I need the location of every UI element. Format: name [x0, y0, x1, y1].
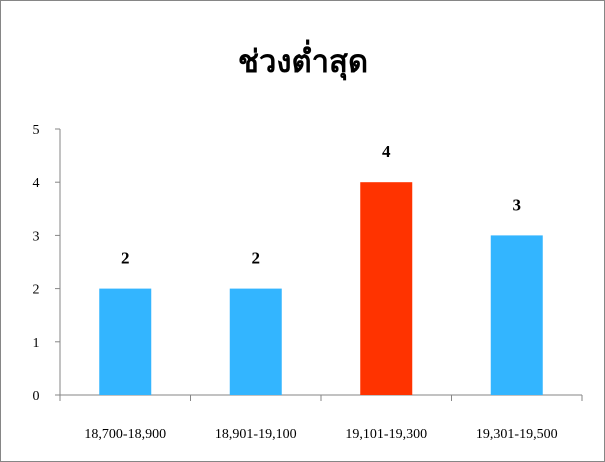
- data-label: 2: [121, 249, 130, 268]
- y-tick-label: 2: [33, 283, 40, 298]
- y-tick-label: 4: [33, 176, 40, 191]
- y-tick-label: 0: [33, 389, 40, 404]
- chart-data-labels: 2 2 4 3: [121, 142, 521, 267]
- chart-title: ช่วงต่ำสุด: [238, 39, 368, 81]
- data-label: 4: [382, 142, 391, 161]
- bar: [490, 235, 543, 395]
- data-label: 3: [513, 195, 522, 214]
- y-tick-label: 3: [33, 229, 40, 244]
- x-tick-label: 19,301-19,500: [476, 427, 558, 442]
- y-tick-label: 5: [33, 123, 40, 138]
- x-tick-label: 18,700-18,900: [84, 427, 166, 442]
- bar: [360, 182, 413, 395]
- y-tick-label: 1: [33, 336, 40, 351]
- chart-bars: [99, 182, 543, 395]
- x-tick-label: 19,101-19,300: [345, 427, 427, 442]
- x-tick-label: 18,901-19,100: [215, 427, 297, 442]
- data-label: 2: [252, 249, 261, 268]
- bar: [229, 288, 282, 395]
- bar: [99, 288, 152, 395]
